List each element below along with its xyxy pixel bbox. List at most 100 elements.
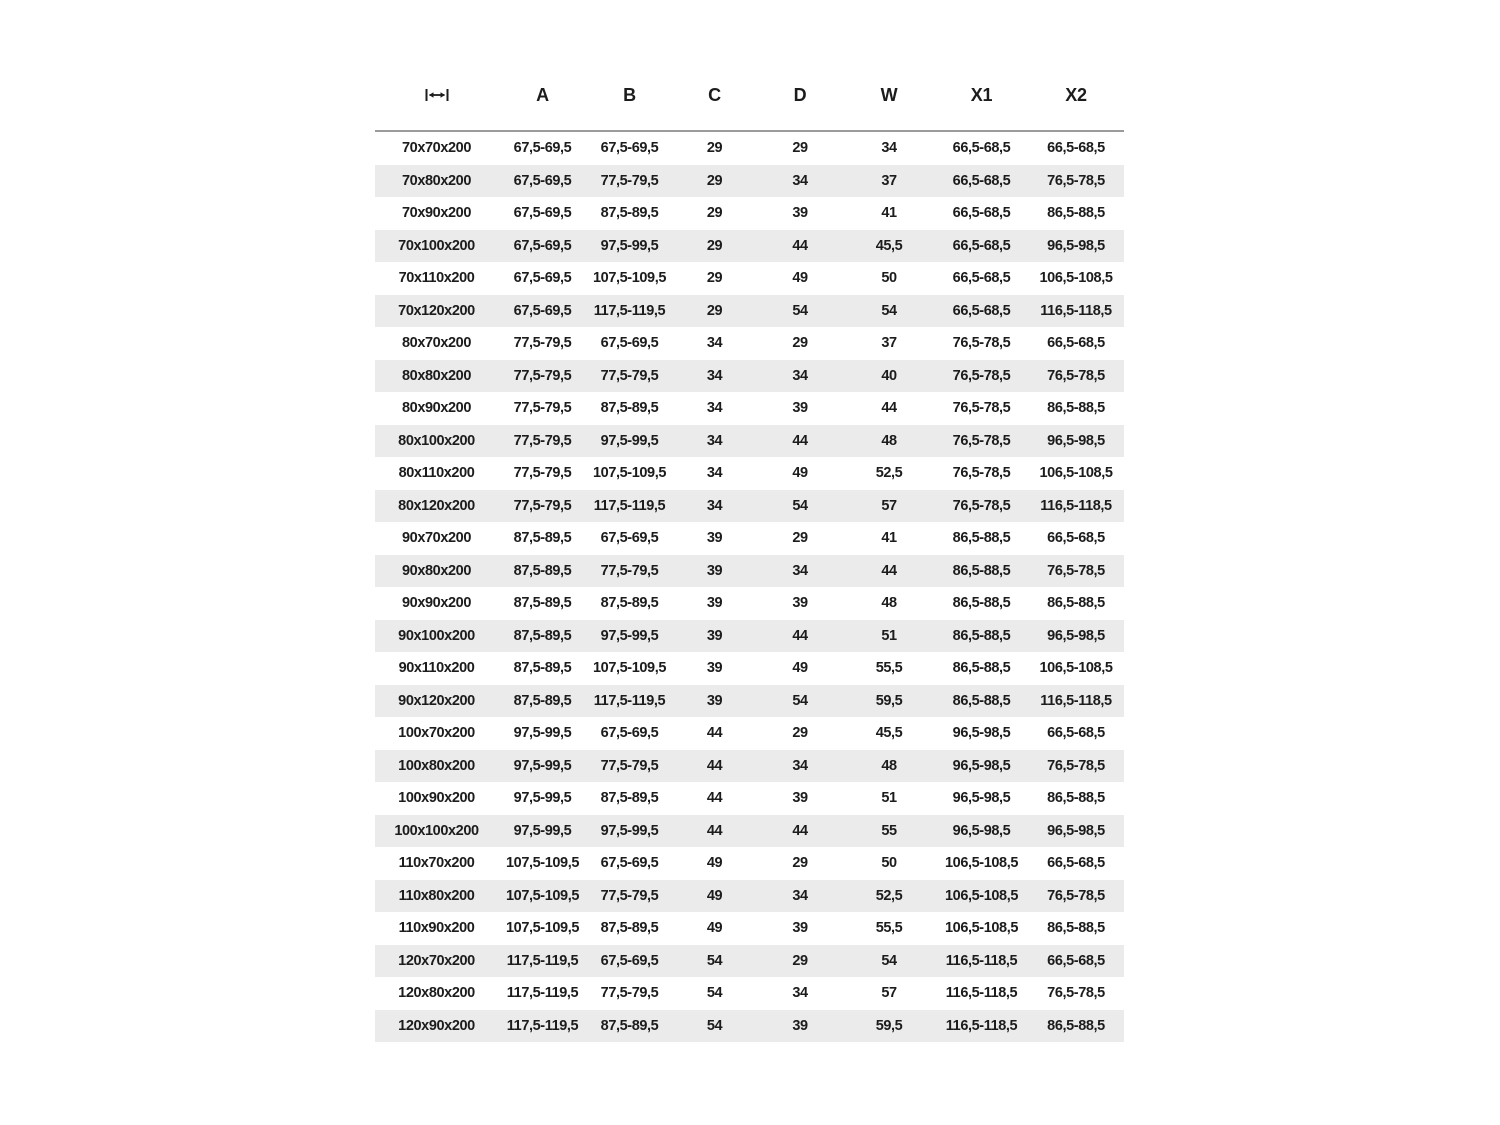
column-header-x2: X2 (1065, 84, 1087, 105)
size-cell: 110x90x200 (398, 920, 475, 937)
value-cell-d: 39 (792, 400, 808, 417)
value-cell-w: 48 (881, 432, 897, 449)
value-cell-a: 67,5-69,5 (513, 172, 572, 189)
value-cell-a: 67,5-69,5 (513, 205, 572, 222)
value-cell-x2: 86,5-88,5 (1047, 1017, 1105, 1034)
value-cell-c: 34 (706, 432, 723, 449)
table-row: 100x100x200 97,5-99,5 97,5-99,5 44 44 55… (375, 814, 1124, 847)
value-cell-c: 39 (706, 627, 723, 644)
value-cell-c: 29 (706, 237, 723, 254)
value-cell-x2: 76,5-78,5 (1047, 562, 1105, 579)
size-cell: 70x100x200 (398, 237, 475, 254)
value-cell-c: 54 (706, 952, 723, 969)
value-cell-c: 44 (706, 757, 723, 774)
value-cell-d: 34 (792, 172, 808, 189)
value-cell-x2: 66,5-68,5 (1047, 855, 1105, 872)
value-cell-x2: 96,5-98,5 (1047, 432, 1105, 449)
table-row: 90x110x200 87,5-89,5 107,5-109,5 39 49 5… (375, 652, 1124, 685)
value-cell-x2: 116,5-118,5 (1040, 302, 1112, 319)
value-cell-x1: 86,5-88,5 (952, 627, 1011, 644)
size-column-header (375, 88, 498, 102)
value-cell-w: 59,5 (875, 1017, 903, 1034)
value-cell-x2: 116,5-118,5 (1040, 692, 1112, 709)
value-cell-x2: 106,5-108,5 (1039, 465, 1113, 482)
value-cell-d: 54 (792, 302, 808, 319)
value-cell-x2: 66,5-68,5 (1047, 140, 1105, 157)
size-cell: 70x90x200 (402, 205, 471, 222)
value-cell-w: 40 (881, 367, 897, 384)
value-cell-b: 87,5-89,5 (600, 595, 659, 612)
value-cell-x1: 96,5-98,5 (952, 822, 1011, 839)
value-cell-w: 34 (881, 140, 897, 157)
value-cell-x1: 106,5-108,5 (945, 887, 1018, 904)
value-cell-a: 87,5-89,5 (513, 692, 572, 709)
value-cell-a: 107,5-109,5 (506, 920, 579, 937)
value-cell-c: 29 (706, 270, 723, 287)
table-row: 120x90x200 117,5-119,5 87,5-89,5 54 39 5… (375, 1009, 1124, 1042)
value-cell-w: 55 (881, 822, 897, 839)
size-cell: 80x110x200 (398, 465, 475, 482)
value-cell-b: 67,5-69,5 (600, 725, 659, 742)
size-cell: 80x120x200 (398, 497, 475, 514)
value-cell-d: 29 (792, 530, 808, 547)
size-cell: 100x100x200 (394, 822, 479, 839)
value-cell-w: 41 (881, 205, 897, 222)
value-cell-d: 34 (792, 562, 808, 579)
value-cell-x1: 116,5-118,5 (945, 985, 1018, 1002)
value-cell-c: 49 (706, 920, 723, 937)
size-cell: 100x80x200 (398, 757, 475, 774)
value-cell-x1: 96,5-98,5 (952, 725, 1011, 742)
value-cell-a: 77,5-79,5 (513, 465, 572, 482)
column-header-b: B (623, 84, 636, 105)
value-cell-c: 49 (706, 855, 723, 872)
value-cell-d: 49 (792, 465, 808, 482)
value-cell-w: 44 (881, 400, 897, 417)
value-cell-x2: 76,5-78,5 (1047, 367, 1105, 384)
table-row: 70x100x200 67,5-69,5 97,5-99,5 29 44 45,… (375, 229, 1124, 262)
value-cell-w: 54 (881, 952, 897, 969)
value-cell-d: 29 (792, 335, 808, 352)
value-cell-a: 77,5-79,5 (513, 367, 572, 384)
value-cell-d: 39 (792, 920, 808, 937)
value-cell-w: 51 (881, 627, 897, 644)
column-header-c: C (708, 84, 721, 105)
value-cell-c: 29 (706, 302, 723, 319)
value-cell-a: 117,5-119,5 (506, 985, 579, 1002)
value-cell-w: 54 (881, 302, 897, 319)
table-row: 90x90x200 87,5-89,5 87,5-89,5 39 39 48 8… (375, 587, 1124, 620)
value-cell-b: 97,5-99,5 (600, 822, 659, 839)
table-row: 120x70x200 117,5-119,5 67,5-69,5 54 29 5… (375, 944, 1124, 977)
value-cell-b: 117,5-119,5 (593, 302, 666, 319)
header-divider (375, 130, 1124, 132)
value-cell-b: 117,5-119,5 (593, 497, 666, 514)
table-row: 100x70x200 97,5-99,5 67,5-69,5 44 29 45,… (375, 717, 1124, 750)
value-cell-b: 97,5-99,5 (600, 237, 659, 254)
value-cell-a: 97,5-99,5 (513, 725, 572, 742)
value-cell-x2: 116,5-118,5 (1040, 497, 1112, 514)
value-cell-x1: 86,5-88,5 (952, 595, 1011, 612)
value-cell-x1: 76,5-78,5 (952, 497, 1011, 514)
value-cell-a: 77,5-79,5 (513, 432, 572, 449)
value-cell-a: 87,5-89,5 (513, 530, 572, 547)
table-row: 70x80x200 67,5-69,5 77,5-79,5 29 34 37 6… (375, 164, 1124, 197)
value-cell-x2: 86,5-88,5 (1047, 400, 1105, 417)
value-cell-b: 87,5-89,5 (600, 790, 659, 807)
width-dimension-icon (425, 88, 449, 102)
value-cell-w: 52,5 (875, 887, 903, 904)
value-cell-d: 34 (792, 985, 808, 1002)
value-cell-a: 107,5-109,5 (506, 855, 579, 872)
value-cell-x2: 86,5-88,5 (1047, 920, 1105, 937)
table-row: 80x80x200 77,5-79,5 77,5-79,5 34 34 40 7… (375, 359, 1124, 392)
size-cell: 90x70x200 (402, 530, 471, 547)
value-cell-b: 87,5-89,5 (600, 920, 659, 937)
size-cell: 90x80x200 (402, 562, 471, 579)
value-cell-w: 50 (881, 855, 897, 872)
size-cell: 80x90x200 (402, 400, 471, 417)
value-cell-w: 45,5 (875, 725, 903, 742)
value-cell-a: 67,5-69,5 (513, 237, 572, 254)
value-cell-c: 39 (706, 595, 723, 612)
table-row: 70x120x200 67,5-69,5 117,5-119,5 29 54 5… (375, 294, 1124, 327)
value-cell-d: 34 (792, 887, 808, 904)
value-cell-c: 34 (706, 497, 723, 514)
value-cell-b: 77,5-79,5 (600, 985, 659, 1002)
